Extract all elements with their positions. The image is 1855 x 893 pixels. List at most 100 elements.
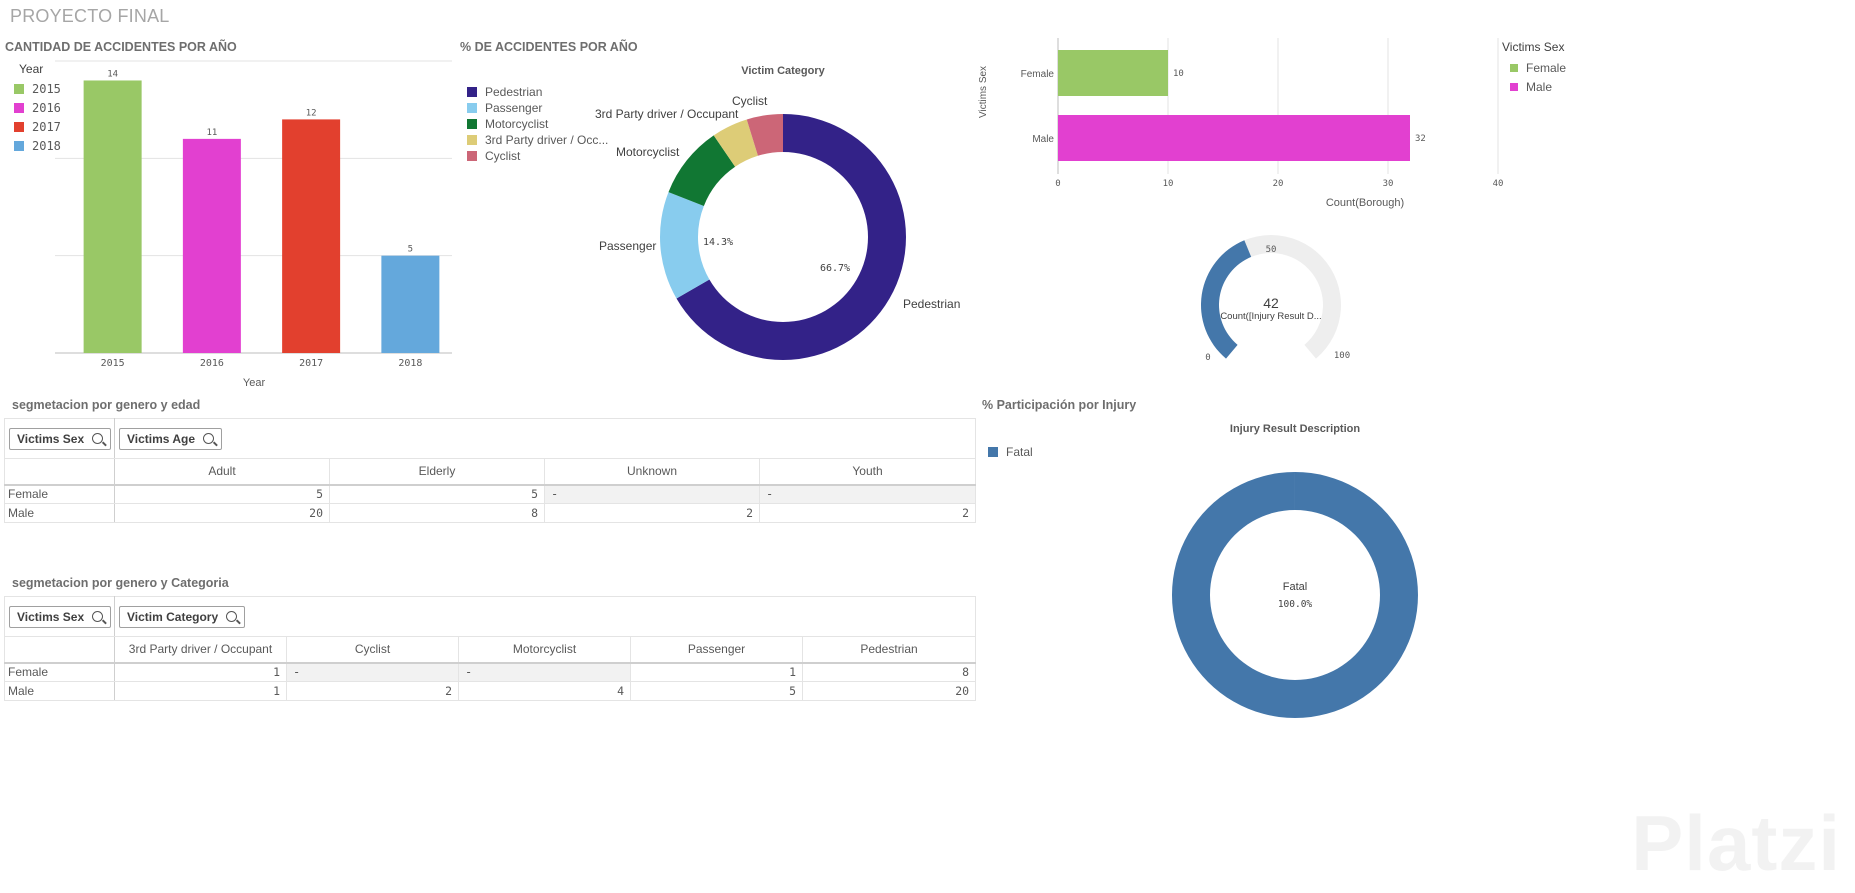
outer-label-cyclist: Cyclist (732, 94, 768, 108)
injury-chart-title: Injury Result Description (1230, 423, 1360, 435)
table-cell: - (286, 662, 459, 682)
slice-cyclist (746, 114, 783, 156)
inner-label-passenger: 14.3% (703, 237, 733, 248)
injury-count-gauge[interactable]: 50 0 100 42 Count([Injury Result D... (1180, 220, 1370, 370)
x-tick-label: 20 (1273, 179, 1284, 189)
gauge-value: 42 (1263, 295, 1279, 311)
legend-item-cyclist[interactable]: Cyclist (467, 148, 608, 164)
column-header-cyclist[interactable]: Cyclist (286, 636, 459, 664)
row-dim-cell: Victims Sex (4, 596, 115, 637)
table-row: Male 20 8 2 2 (4, 503, 977, 523)
bar-value-label: 11 (206, 128, 217, 138)
table-age: Victims Sex Victims Age Adult Elderly Un… (4, 418, 977, 523)
table-age-title: segmetacion por genero y edad (12, 398, 201, 412)
bar-2017 (282, 119, 341, 354)
bar-value-label: 5 (408, 245, 413, 255)
column-header-adult[interactable]: Adult (114, 458, 330, 486)
injury-center-value: 100.0% (1278, 599, 1313, 610)
row-label[interactable]: Male (4, 503, 115, 523)
accidents-by-year-chart[interactable]: 14 2015 11 2016 12 2017 5 2018 (0, 55, 470, 395)
column-header-third-party[interactable]: 3rd Party driver / Occupant (114, 636, 287, 664)
injury-legend: Fatal (988, 442, 1033, 461)
table-cat-title: segmetacion por genero y Categoria (12, 576, 229, 590)
table-cell: 1 (630, 662, 803, 682)
bar-value-label: 14 (107, 69, 118, 79)
search-icon (92, 611, 104, 622)
legend-item-2016[interactable]: 2016 (14, 98, 61, 117)
outer-label-third-party: 3rd Party driver / Occupant (595, 107, 739, 121)
x-tick-label: 2018 (398, 358, 422, 369)
col-dim-cell: Victims Age (113, 418, 977, 459)
column-header-passenger[interactable]: Passenger (630, 636, 803, 664)
victims-sex-bar-chart[interactable]: 0 10 20 30 40 10 Female 32 Male (980, 38, 1510, 218)
search-icon (226, 611, 238, 622)
row-dim-cell: Victims Sex (4, 418, 115, 459)
by-year-legend: 2015 2016 2017 2018 (14, 79, 61, 155)
bar-value-label: 12 (306, 108, 317, 118)
col-dim-button-victims-age[interactable]: Victims Age (119, 427, 223, 450)
search-icon (203, 433, 215, 444)
legend-item-2018[interactable]: 2018 (14, 136, 61, 155)
platzi-watermark: Platzi (1631, 799, 1841, 887)
bar-female (1058, 50, 1168, 96)
table-cell: 8 (801, 662, 977, 682)
table-category: Victims Sex Victim Category 3rd Party dr… (4, 596, 977, 701)
table-cell: 5 (630, 681, 803, 701)
x-tick-label: 2016 (200, 358, 224, 369)
column-header-motorcyclist[interactable]: Motorcyclist (458, 636, 631, 664)
bar-value-label: 10 (1173, 69, 1184, 79)
x-tick-label: 30 (1383, 179, 1394, 189)
outer-label-motorcyclist: Motorcyclist (616, 145, 680, 159)
legend-item-pedestrian[interactable]: Pedestrian (467, 84, 608, 100)
legend-item-motorcyclist[interactable]: Motorcyclist (467, 116, 608, 132)
pct-year-title: % DE ACCIDENTES POR AÑO (460, 40, 638, 54)
search-icon (92, 433, 104, 444)
corner-cell (4, 636, 115, 664)
x-tick-label: 2017 (299, 358, 323, 369)
table-row: Female 1 - - 1 8 (4, 662, 977, 682)
y-tick-label: Female (1021, 69, 1055, 80)
sex-legend-title: Victims Sex (1502, 40, 1565, 54)
column-header-pedestrian[interactable]: Pedestrian (801, 636, 977, 664)
row-dim-button-victims-sex[interactable]: Victims Sex (9, 605, 112, 628)
slice-fatal (1171, 472, 1418, 718)
x-tick-label: 40 (1493, 179, 1504, 189)
column-header-unknown[interactable]: Unknown (544, 458, 760, 486)
legend-item-fatal[interactable]: Fatal (988, 442, 1033, 461)
table-cell: 2 (758, 503, 977, 523)
column-header-elderly[interactable]: Elderly (329, 458, 545, 486)
row-label[interactable]: Female (4, 484, 115, 504)
table-cell: 20 (114, 503, 330, 523)
gauge-min-label: 0 (1205, 353, 1210, 363)
table-row: Male 1 2 4 5 20 (4, 681, 977, 701)
legend-item-female[interactable]: Female (1510, 58, 1566, 77)
gauge-mid-label: 50 (1266, 245, 1277, 255)
bar-2016 (182, 138, 241, 353)
row-label[interactable]: Male (4, 681, 115, 701)
table-row: Female 5 5 - - (4, 484, 977, 504)
injury-donut[interactable]: Injury Result Description Fatal 100.0% (1160, 415, 1430, 725)
col-dim-button-victim-category[interactable]: Victim Category (119, 605, 246, 628)
column-header-youth[interactable]: Youth (758, 458, 977, 486)
legend-item-passenger[interactable]: Passenger (467, 100, 608, 116)
table-cell: - (758, 484, 977, 504)
bar-male (1058, 115, 1410, 161)
legend-item-third-party[interactable]: 3rd Party driver / Occ... (467, 132, 608, 148)
legend-item-male[interactable]: Male (1510, 77, 1566, 96)
victim-category-donut[interactable]: Victim Category 3rd Party driver / Occup… (590, 60, 970, 370)
x-tick-label: 0 (1055, 179, 1060, 189)
outer-label-passenger: Passenger (599, 239, 656, 253)
injury-center-label: Fatal (1283, 581, 1307, 593)
inner-label-pedestrian: 66.7% (820, 263, 850, 274)
by-year-title: CANTIDAD DE ACCIDENTES POR AÑO (5, 40, 237, 54)
table-cell: 5 (114, 484, 330, 504)
legend-item-2015[interactable]: 2015 (14, 79, 61, 98)
sex-legend: Female Male (1510, 58, 1566, 96)
row-dim-button-victims-sex[interactable]: Victims Sex (9, 427, 112, 450)
legend-item-2017[interactable]: 2017 (14, 117, 61, 136)
bar-2015 (83, 80, 142, 353)
by-year-legend-title: Year (19, 62, 44, 76)
row-label[interactable]: Female (4, 662, 115, 682)
table-cell: 4 (458, 681, 631, 701)
gauge-label: Count([Injury Result D... (1220, 311, 1321, 322)
